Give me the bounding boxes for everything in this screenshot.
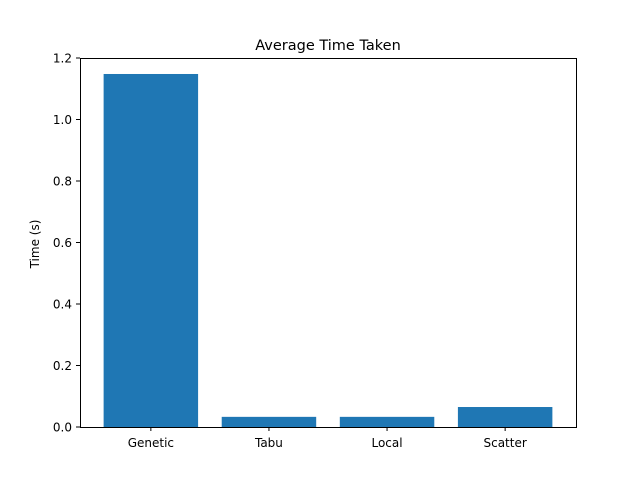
chart-title: Average Time Taken (255, 38, 401, 54)
bar-tabu (221, 416, 317, 427)
y-tick-label: 0.0 (53, 421, 72, 435)
x-tick-label: Local (371, 436, 402, 450)
ticks-layer: Genetic Tabu Local Scatter 0.0 0.2 0.4 0.6 0.8 1.… (53, 52, 527, 451)
bars-layer (103, 73, 553, 428)
y-tick-label: 0.2 (53, 359, 72, 373)
x-tick-label: Tabu (254, 436, 283, 450)
x-tick-label: Genetic (128, 436, 174, 450)
y-tick-label: 0.4 (53, 298, 72, 312)
y-tick-label: 0.6 (53, 236, 72, 250)
y-tick-label: 1.2 (53, 52, 72, 66)
y-tick-label: 1.0 (53, 113, 72, 127)
y-axis-label: Time (s) (28, 220, 42, 270)
y-tick-label: 0.8 (53, 175, 72, 189)
plot-area-frame (80, 58, 577, 428)
bar-genetic (103, 73, 199, 428)
bar-scatter (457, 407, 553, 427)
bar-local (339, 416, 435, 427)
x-tick-label: Scatter (483, 436, 526, 450)
